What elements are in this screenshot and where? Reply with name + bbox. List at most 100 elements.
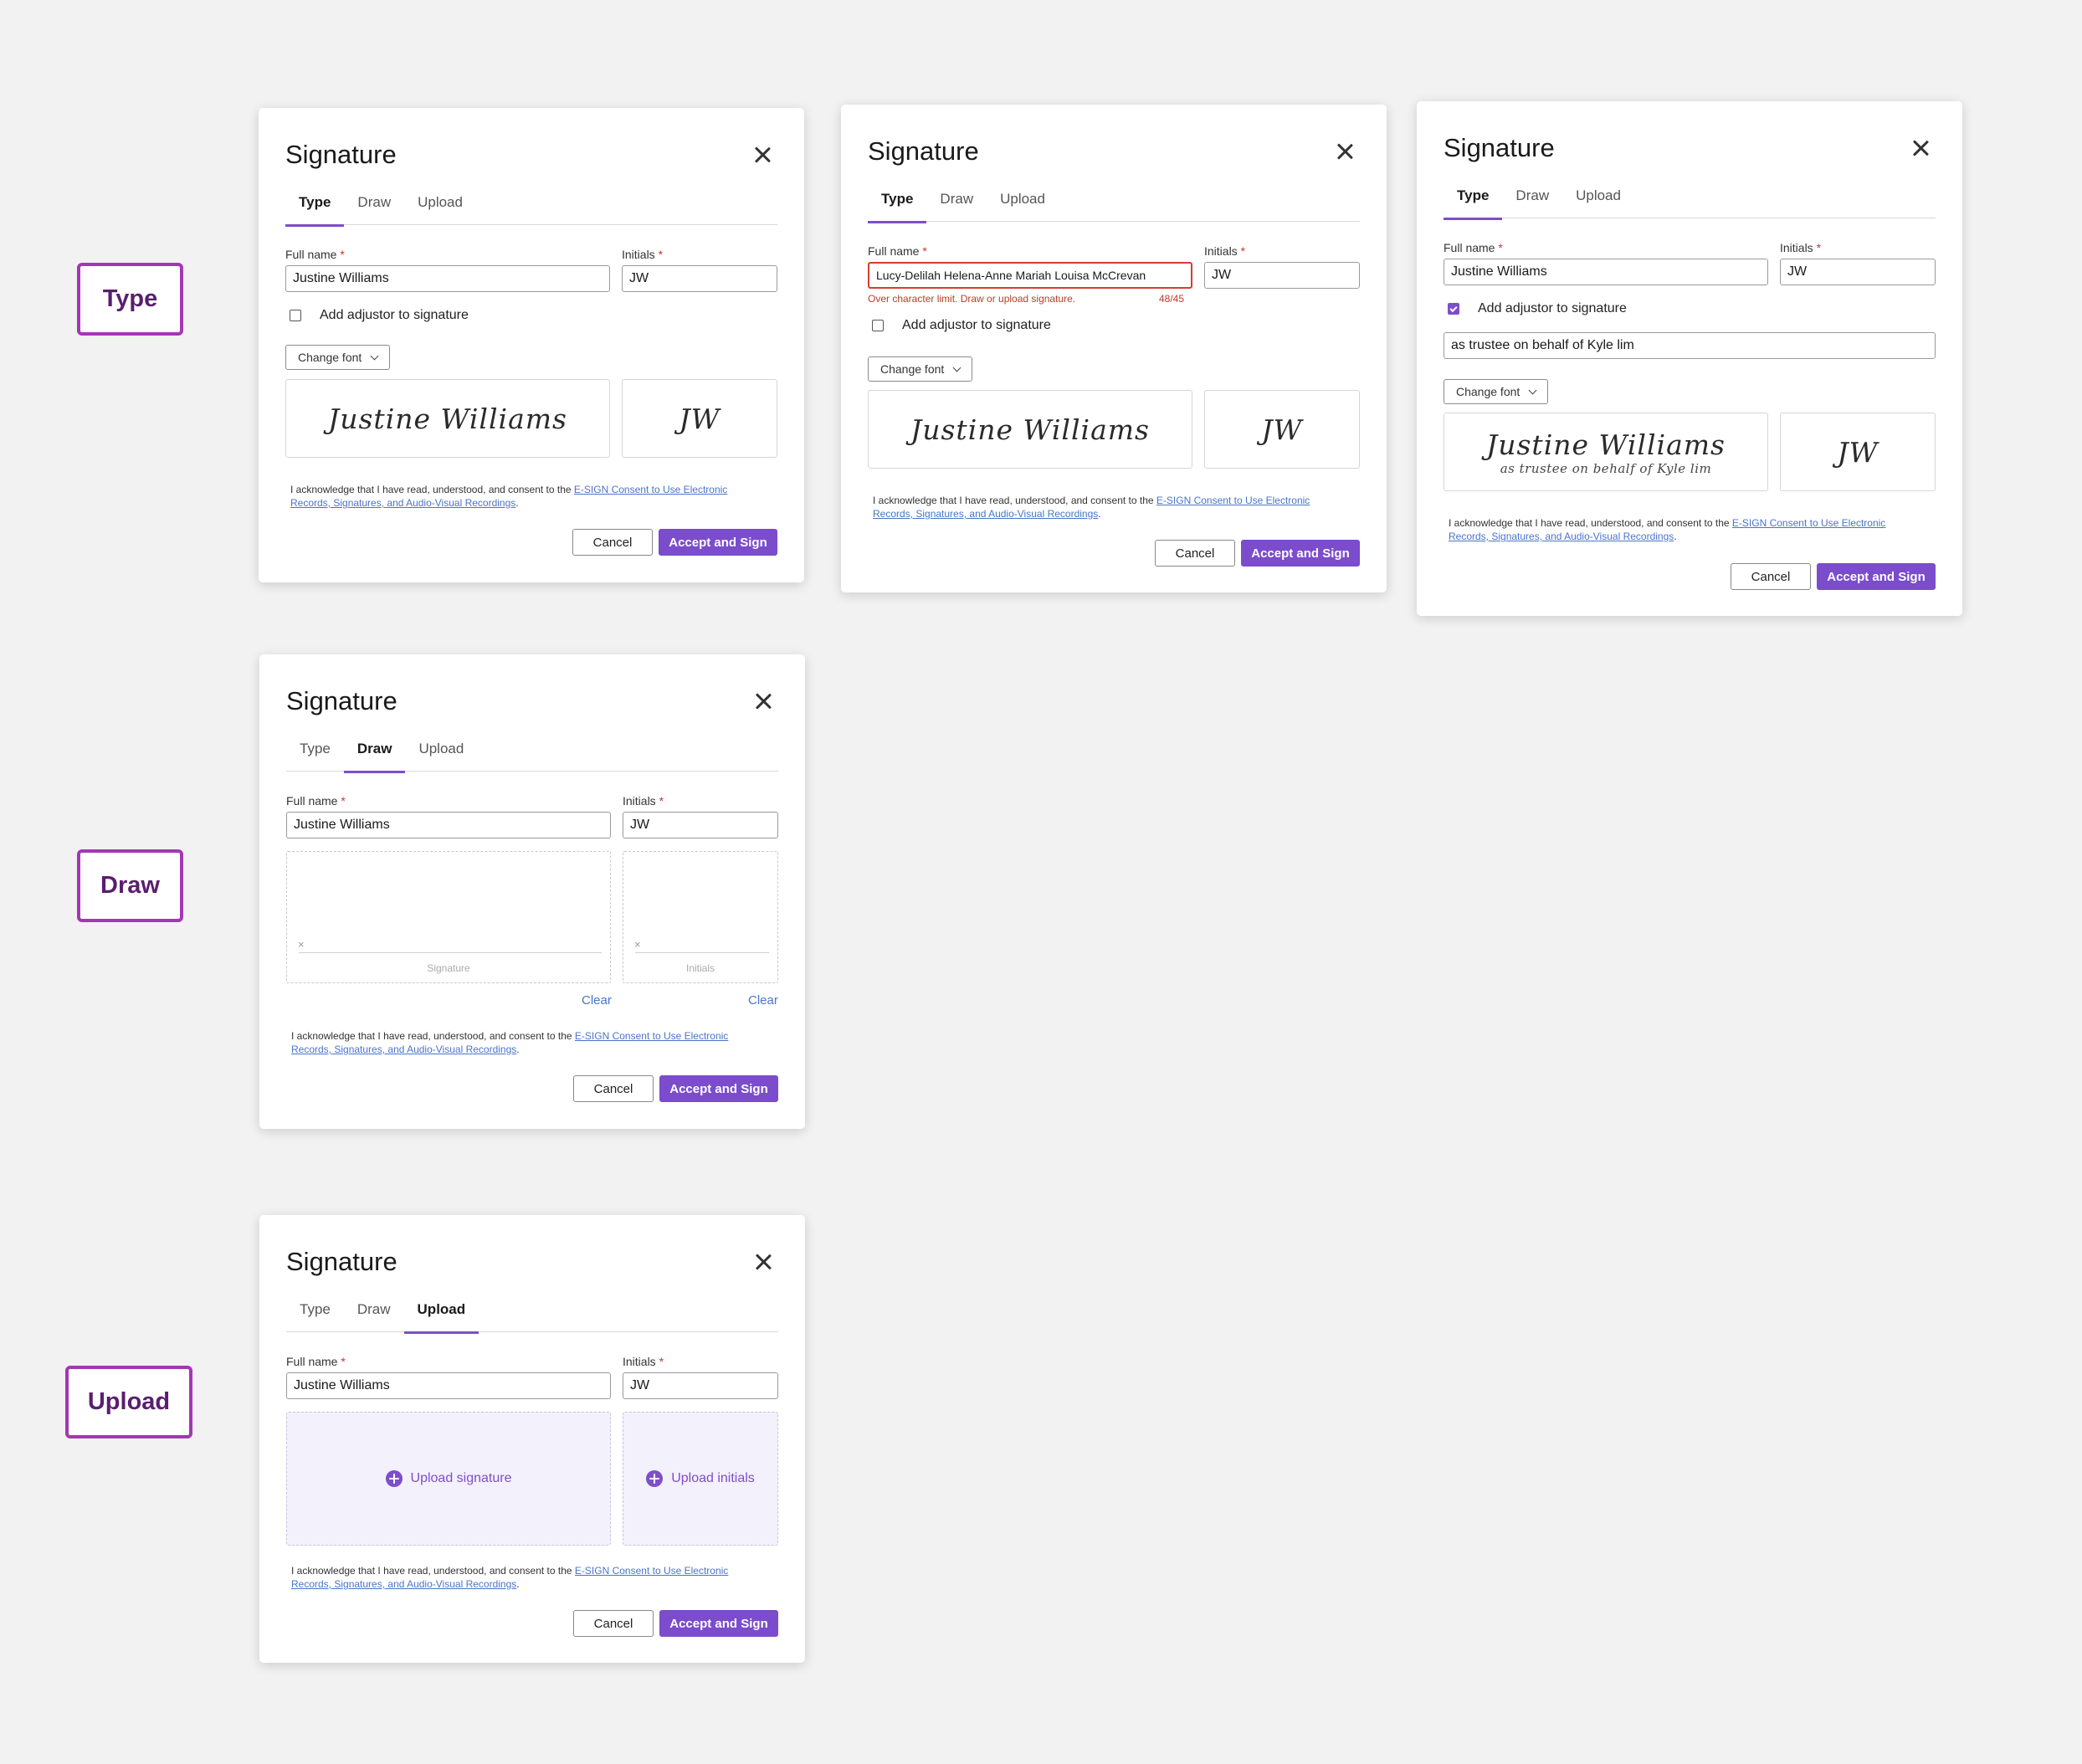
full-name-input[interactable]: Justine Williams: [285, 265, 610, 292]
initials-draw-canvas[interactable]: × Initials: [623, 851, 778, 983]
upload-signature-label: Upload signature: [410, 1471, 512, 1485]
initials-input[interactable]: JW: [623, 812, 778, 838]
tab-upload[interactable]: Upload: [418, 741, 464, 756]
initials-preview: JW: [1204, 390, 1360, 469]
dialog-title: Signature: [868, 136, 979, 166]
add-circle-icon: [646, 1470, 664, 1487]
adjustor-label: Add adjustor to signature: [320, 308, 469, 322]
initials-caption: Initials: [685, 962, 715, 974]
adjustor-row: Add adjustor to signature: [1448, 301, 1627, 316]
tab-upload[interactable]: Upload: [1000, 191, 1045, 207]
tab-type[interactable]: Type: [868, 190, 927, 223]
signature-dialog-type-adjustor: Signature Type Draw Upload Full name * I…: [1417, 101, 1962, 616]
esign-consent-link[interactable]: E-SIGN Consent to Use Electronic Records,…: [1449, 517, 1886, 542]
error-message: Over character limit. Draw or upload sig…: [868, 293, 1076, 305]
cancel-button[interactable]: Cancel: [572, 529, 653, 556]
tab-upload[interactable]: Upload: [403, 1300, 479, 1334]
esign-consent-link[interactable]: E-SIGN Consent to Use Electronic Records,…: [291, 1565, 729, 1590]
initials-input[interactable]: JW: [1204, 262, 1360, 289]
initials-input[interactable]: JW: [1780, 259, 1936, 285]
tab-bar: Type Draw Upload: [285, 193, 777, 227]
signature-preview: Justine Williams: [285, 379, 610, 458]
dialog-title: Signature: [286, 1247, 397, 1276]
character-count: 48/45: [1159, 293, 1185, 305]
full-name-input[interactable]: Justine Williams: [1444, 259, 1768, 285]
adjustor-checkbox[interactable]: [872, 320, 884, 331]
initials-input[interactable]: JW: [622, 265, 777, 292]
signature-dialog-draw: Signature Type Draw Upload Full name * I…: [259, 654, 805, 1129]
section-label-upload: Upload: [65, 1366, 192, 1438]
adjustor-row: Add adjustor to signature: [290, 308, 469, 323]
initials-preview-text: JW: [679, 402, 720, 435]
accept-and-sign-button[interactable]: Accept and Sign: [659, 1075, 778, 1102]
esign-consent-link[interactable]: E-SIGN Consent to Use Electronic Records,…: [873, 495, 1310, 520]
close-icon[interactable]: [1912, 140, 1929, 156]
signature-dialog-upload: Signature Type Draw Upload Full name * I…: [259, 1215, 805, 1663]
dialog-title: Signature: [286, 686, 397, 715]
change-font-button[interactable]: Change font: [285, 345, 391, 370]
chevron-down-icon: [952, 363, 962, 372]
tab-type[interactable]: Type: [1444, 187, 1503, 220]
change-font-label: Change font: [1456, 385, 1520, 398]
chevron-down-icon: [1528, 386, 1537, 394]
signature-preview: Justine Williams as trustee on behalf of…: [1444, 413, 1768, 491]
signature-preview: Justine Williams: [868, 390, 1192, 469]
initials-input[interactable]: JW: [623, 1372, 778, 1399]
upload-signature-dropzone[interactable]: Upload signature: [286, 1412, 611, 1546]
tab-type[interactable]: Type: [300, 741, 331, 756]
close-icon[interactable]: [1336, 143, 1353, 160]
full-name-label: Full name *: [868, 244, 927, 258]
accept-and-sign-button[interactable]: Accept and Sign: [659, 529, 777, 556]
accept-and-sign-button[interactable]: Accept and Sign: [659, 1610, 778, 1637]
tab-draw[interactable]: Draw: [357, 194, 392, 210]
clear-signature-button[interactable]: Clear: [582, 993, 612, 1008]
initials-label: Initials *: [1204, 244, 1246, 258]
consent-text: I acknowledge that I have read, understo…: [1449, 517, 1886, 542]
esign-consent-link[interactable]: E-SIGN Consent to Use Electronic Records,…: [290, 484, 728, 509]
change-font-label: Change font: [298, 351, 362, 364]
upload-initials-dropzone[interactable]: Upload initials: [623, 1412, 778, 1546]
initials-label: Initials *: [623, 1355, 664, 1368]
sign-here-x-mark: ×: [298, 938, 305, 951]
tab-upload[interactable]: Upload: [1576, 187, 1621, 203]
tab-bar: Type Draw Upload: [868, 190, 1360, 223]
close-icon[interactable]: [755, 693, 772, 710]
cancel-button[interactable]: Cancel: [573, 1075, 654, 1102]
signature-draw-canvas[interactable]: × Signature: [286, 851, 611, 983]
clear-initials-button[interactable]: Clear: [748, 993, 778, 1008]
tab-draw[interactable]: Draw: [356, 1301, 391, 1317]
cancel-button[interactable]: Cancel: [1155, 540, 1235, 567]
tab-bar: Type Draw Upload: [1444, 187, 1936, 220]
cancel-button[interactable]: Cancel: [573, 1610, 654, 1637]
section-label-draw: Draw: [77, 849, 183, 922]
initials-label: Initials *: [622, 248, 664, 261]
full-name-input[interactable]: Justine Williams: [286, 1372, 611, 1399]
tab-upload[interactable]: Upload: [418, 194, 463, 210]
initials-label: Initials *: [623, 794, 664, 808]
full-name-input[interactable]: Lucy-Delilah Helena-Anne Mariah Louisa M…: [868, 262, 1192, 289]
accept-and-sign-button[interactable]: Accept and Sign: [1817, 563, 1936, 590]
tab-draw[interactable]: Draw: [1515, 187, 1550, 203]
full-name-label: Full name *: [1444, 241, 1503, 254]
accept-and-sign-button[interactable]: Accept and Sign: [1241, 540, 1360, 567]
tab-draw[interactable]: Draw: [343, 740, 406, 773]
signature-preview-text: Justine Williams: [328, 402, 567, 435]
tab-type[interactable]: Type: [285, 193, 345, 227]
add-circle-icon: [385, 1470, 403, 1487]
close-icon[interactable]: [754, 146, 771, 163]
cancel-button[interactable]: Cancel: [1731, 563, 1811, 590]
tab-bar: Type Draw Upload: [286, 1300, 778, 1334]
initials-preview-text: JW: [1261, 413, 1303, 446]
adjustor-checkbox[interactable]: [1448, 303, 1459, 315]
change-font-button[interactable]: Change font: [1444, 379, 1549, 404]
dialog-title: Signature: [1444, 133, 1555, 162]
tab-draw[interactable]: Draw: [940, 191, 974, 207]
change-font-button[interactable]: Change font: [868, 356, 973, 382]
adjustor-checkbox[interactable]: [290, 310, 301, 321]
close-icon[interactable]: [755, 1254, 772, 1270]
full-name-input[interactable]: Justine Williams: [286, 812, 611, 838]
esign-consent-link[interactable]: E-SIGN Consent to Use Electronic Records,…: [291, 1030, 729, 1055]
adjustor-input[interactable]: as trustee on behalf of Kyle lim: [1444, 332, 1936, 359]
tab-type[interactable]: Type: [300, 1301, 331, 1317]
consent-text: I acknowledge that I have read, understo…: [291, 1565, 729, 1590]
